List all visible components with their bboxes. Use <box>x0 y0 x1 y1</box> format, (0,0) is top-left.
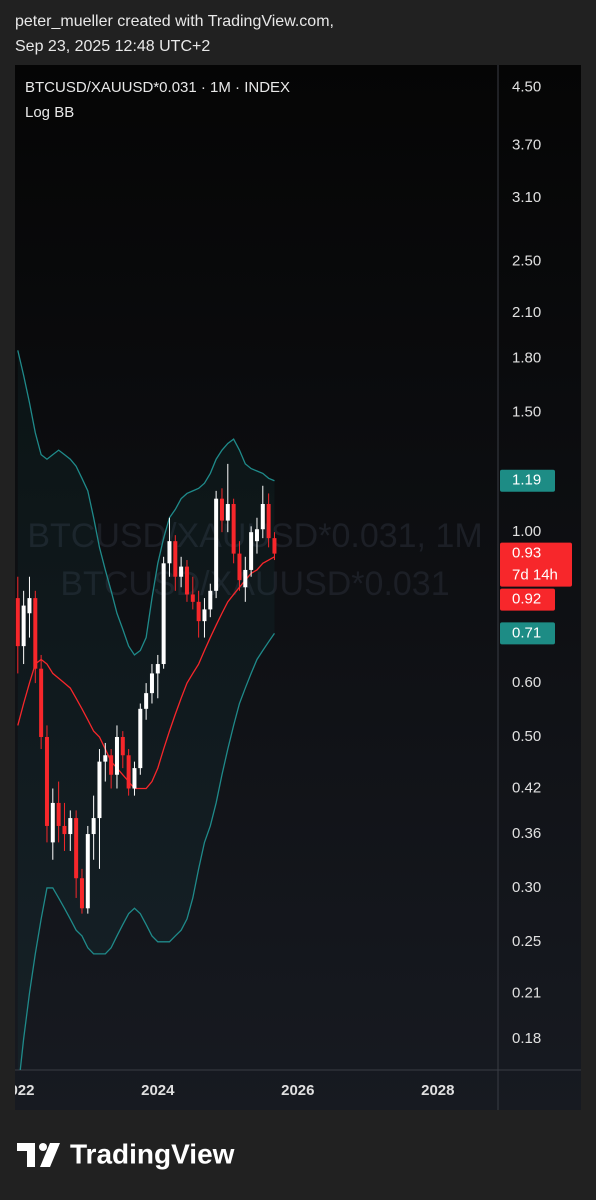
y-tick-label: 0.21 <box>512 984 541 1001</box>
candle-body <box>39 668 44 737</box>
candle-body <box>231 504 236 554</box>
x-tick-label: 2022 <box>1 1082 34 1099</box>
candle-body <box>79 878 84 909</box>
price-marker-label: 0.93 <box>512 545 541 562</box>
y-tick-label: 0.25 <box>512 933 541 950</box>
candle-body <box>91 818 96 835</box>
y-tick-label: 1.00 <box>512 523 541 540</box>
plot-area: BTCUSD/XAUUSD*0.031, 1MBTCUSD/XAUUSD*0.0… <box>15 350 483 1070</box>
countdown-label: 7d 14h <box>512 567 558 584</box>
candle-body <box>190 594 195 602</box>
candle-body <box>184 566 189 595</box>
y-tick-label: 3.10 <box>512 189 541 206</box>
candle-body <box>27 598 32 614</box>
candle-body <box>15 598 20 647</box>
band-lower <box>19 633 276 1070</box>
y-tick-label: 0.36 <box>512 825 541 842</box>
candle-body <box>208 590 213 610</box>
candle-body <box>254 529 259 542</box>
candle-body <box>114 736 119 775</box>
author-line: peter_mueller created with TradingView.c… <box>15 13 334 30</box>
candle-body <box>161 563 166 665</box>
y-tick-label: 0.60 <box>512 674 541 691</box>
band-upper <box>17 350 275 656</box>
candle-body <box>120 736 125 756</box>
candle-body <box>74 818 79 879</box>
candle-body <box>68 818 73 835</box>
candle-body <box>214 498 219 591</box>
candle-body <box>173 541 178 577</box>
y-tick-label: 1.80 <box>512 349 541 366</box>
band-middle <box>17 556 275 790</box>
chart-panel <box>15 65 581 1110</box>
price-marker <box>500 588 555 611</box>
y-tick-label: 0.50 <box>512 728 541 745</box>
candle-body <box>260 504 265 530</box>
candle-body <box>179 566 184 577</box>
y-tick-label: 2.50 <box>512 252 541 269</box>
price-marker-label: 1.19 <box>512 472 541 489</box>
candle-body <box>196 601 201 622</box>
y-tick-label: 0.42 <box>512 779 541 796</box>
candle-body <box>85 834 90 909</box>
candle-body <box>237 553 242 581</box>
candle-body <box>132 768 137 789</box>
candle-body <box>167 541 172 564</box>
candle-body <box>109 755 114 775</box>
candle-body <box>243 569 248 588</box>
candle-body <box>272 538 277 554</box>
logo-mark <box>17 1143 35 1167</box>
price-marker <box>500 622 555 645</box>
candle-body <box>56 802 61 826</box>
y-tick-label: 1.50 <box>512 403 541 420</box>
y-tick-label: 0.30 <box>512 879 541 896</box>
candle-body <box>62 825 67 835</box>
candle-body <box>33 598 38 669</box>
candle-body <box>155 664 160 674</box>
indicator-label: Log BB <box>25 104 74 121</box>
price-marker-label: 0.71 <box>512 624 541 641</box>
candle-body <box>21 605 26 647</box>
candle-body <box>149 673 154 694</box>
candle-body <box>249 532 254 570</box>
candle-body <box>219 498 224 521</box>
logo-slash <box>40 1143 60 1167</box>
chart-title: BTCUSD/XAUUSD*0.031 · 1M · INDEX <box>25 79 290 96</box>
y-tick-label: 4.50 <box>512 79 541 96</box>
logo-dot <box>39 1143 47 1151</box>
candle-body <box>126 755 131 789</box>
candle-body <box>50 802 55 843</box>
y-tick-label: 0.18 <box>512 1030 541 1047</box>
candle-body <box>103 755 108 762</box>
candle-body <box>97 761 102 819</box>
logo: TradingView <box>17 1138 235 1169</box>
candle-body <box>138 708 143 769</box>
price-marker <box>500 469 555 492</box>
candle-body <box>44 736 49 826</box>
candle-body <box>144 693 149 709</box>
y-tick-label: 2.10 <box>512 304 541 321</box>
brand: TradingView <box>70 1138 235 1169</box>
x-tick-label: 2024 <box>141 1082 175 1099</box>
price-marker <box>500 542 572 587</box>
candle-body <box>202 609 207 622</box>
price-marker-label: 0.92 <box>512 591 541 608</box>
x-tick-label: 2028 <box>421 1082 454 1099</box>
y-tick-label: 3.70 <box>512 137 541 154</box>
date-line: Sep 23, 2025 12:48 UTC+2 <box>15 38 210 55</box>
candle-body <box>266 504 271 539</box>
candle-body <box>225 504 230 521</box>
x-tick-label: 2026 <box>281 1082 314 1099</box>
